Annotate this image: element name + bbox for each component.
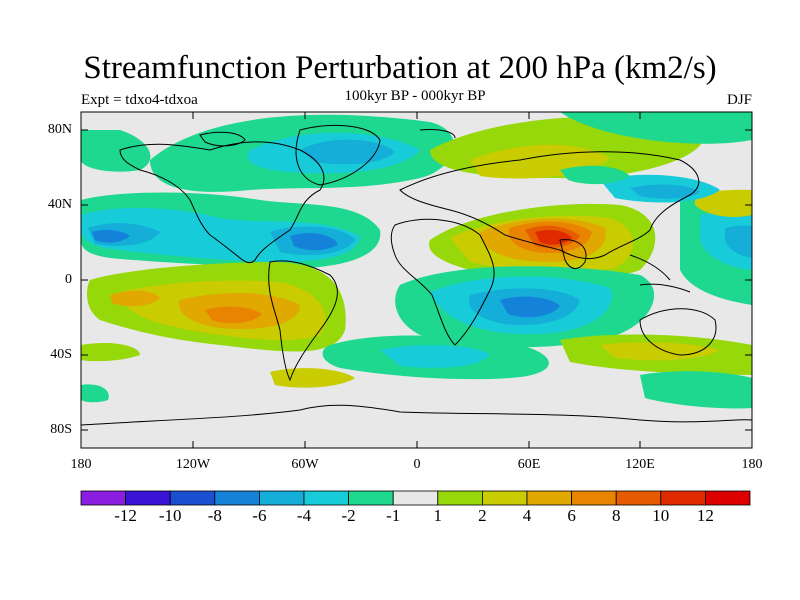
colorbar-label: -12 <box>114 506 137 525</box>
lat-label-40n: 40N <box>47 197 72 212</box>
lon-label-60e: 60E <box>517 457 541 472</box>
colorbar-label: 1 <box>433 506 443 525</box>
colorbar-label: -2 <box>341 506 356 525</box>
lat-label-40s: 40S <box>50 347 72 362</box>
colorbar-box-2 <box>169 490 216 506</box>
colorbar-label: -4 <box>296 506 312 525</box>
chart-title: Streamfunction Perturbation at 200 hPa (… <box>83 50 717 86</box>
colorbar-box-10 <box>526 490 572 506</box>
season-label: DJF <box>726 92 752 108</box>
colorbar-label: -10 <box>158 506 182 525</box>
colorbar-box-1 <box>125 490 171 506</box>
colorbar-box-13 <box>660 490 706 506</box>
lon-label-0: 0 <box>413 457 421 472</box>
lat-label-0: 0 <box>65 272 72 287</box>
colorbar-label: -6 <box>252 506 267 525</box>
lat-ticks <box>81 129 752 431</box>
lon-label-120w: 120W <box>175 457 211 472</box>
colorbar-box-4 <box>258 490 305 506</box>
colorbar-label: 4 <box>522 506 532 525</box>
colorbar-box-3 <box>214 490 260 506</box>
lon-label-120e: 120E <box>625 457 655 472</box>
colorbar-box-5 <box>303 490 349 506</box>
contour-fields <box>81 112 752 409</box>
colorbar-label: -1 <box>386 506 401 525</box>
colorbar-boxes <box>80 490 751 506</box>
experiment-label: Expt = tdxo4-tdxoa <box>81 92 198 108</box>
lon-label-60w: 60W <box>291 457 319 472</box>
colorbar-box-11 <box>571 490 617 506</box>
lat-label-80n: 80N <box>47 122 72 137</box>
coastlines <box>81 124 752 426</box>
colorbar-box-8 <box>437 490 483 506</box>
colorbar-box-12 <box>615 490 662 506</box>
colorbar-box-7 <box>392 490 439 506</box>
colorbar-label: -8 <box>207 506 222 525</box>
colorbar-label: 8 <box>611 506 621 525</box>
period-label: 100kyr BP - 000kyr BP <box>344 88 486 104</box>
lat-label-80s: 80S <box>50 422 72 437</box>
colorbar-label: 2 <box>478 506 487 525</box>
lon-label-180e: 180 <box>741 457 763 472</box>
colorbar-box-14 <box>705 490 751 506</box>
colorbar-box-6 <box>348 490 394 506</box>
map-panel <box>81 112 752 448</box>
lon-ticks <box>80 112 753 448</box>
colorbar-label: 6 <box>567 506 576 525</box>
colorbar-label: 12 <box>696 506 714 525</box>
colorbar-box-0 <box>80 490 126 506</box>
colorbar-box-9 <box>481 490 528 506</box>
colorbar-label: 10 <box>652 506 670 525</box>
lon-label-180w: 180 <box>70 457 92 472</box>
